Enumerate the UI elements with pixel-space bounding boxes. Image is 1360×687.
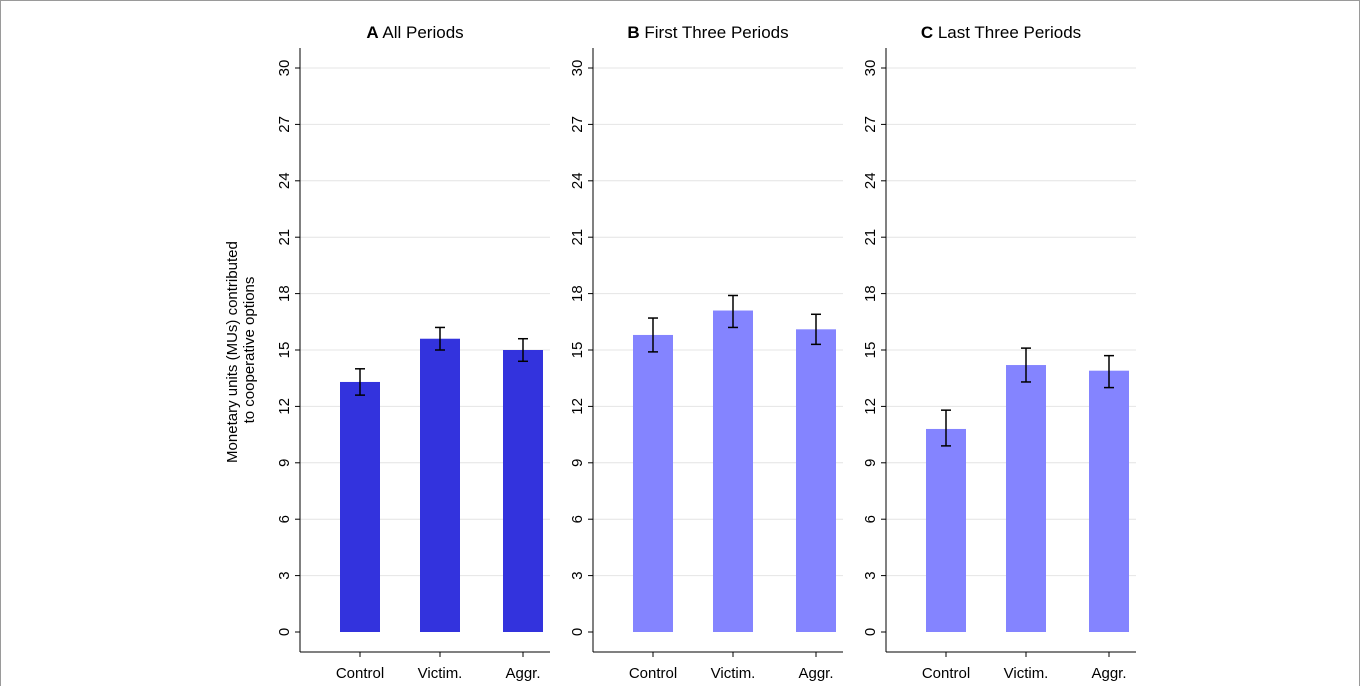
y-tick-label: 3 <box>862 571 879 579</box>
y-tick-label: 18 <box>569 285 586 302</box>
y-tick-label: 21 <box>276 229 293 246</box>
y-tick-label: 9 <box>862 459 879 467</box>
panel-b: 0 3 6 9 12 15 18 21 24 27 30 Control Victim. Aggr. B F… <box>569 23 843 682</box>
panel-title-text: First Three Periods <box>640 23 789 42</box>
y-tick-label: 30 <box>569 60 586 77</box>
y-tick-label: 0 <box>276 628 293 636</box>
y-axis-label-line-1: Monetary units (MUs) contributed <box>224 241 241 463</box>
panel-title: B First Three Periods <box>627 23 788 42</box>
y-tick-label: 15 <box>569 342 586 359</box>
panel-title-text: Last Three Periods <box>933 23 1081 42</box>
y-tick-label: 12 <box>276 398 293 415</box>
panel-title-text: All Periods <box>379 23 464 42</box>
bar-control <box>926 428 966 632</box>
bar-aggr <box>1089 370 1129 632</box>
bar-aggr <box>796 329 836 632</box>
bar-victim <box>420 338 460 632</box>
x-tick-label: Aggr. <box>1091 665 1126 682</box>
panel-letter: C <box>921 23 933 42</box>
y-tick-label: 30 <box>862 60 879 77</box>
y-tick-label: 24 <box>569 172 586 189</box>
y-tick-label: 6 <box>276 515 293 523</box>
bar-aggr <box>503 350 543 632</box>
panel-title: C Last Three Periods <box>921 23 1081 42</box>
bar-control <box>633 334 673 632</box>
y-tick-label: 9 <box>276 459 293 467</box>
y-tick-label: 12 <box>569 398 586 415</box>
y-tick-label: 6 <box>569 515 586 523</box>
y-tick-label: 3 <box>569 571 586 579</box>
y-tick-label: 15 <box>862 342 879 359</box>
y-axis-label: Monetary units (MUs) contributed to coop… <box>224 237 258 463</box>
y-tick-label: 3 <box>276 571 293 579</box>
y-tick-label: 27 <box>862 116 879 133</box>
y-tick-label: 6 <box>862 515 879 523</box>
y-tick-label: 18 <box>276 285 293 302</box>
panel-letter: A <box>366 23 378 42</box>
y-axis-label-line-2: to cooperative options <box>241 277 258 424</box>
panel-c: 0 3 6 9 12 15 18 21 24 27 30 Control Victim. Aggr. C L… <box>862 23 1136 682</box>
y-tick-label: 27 <box>276 116 293 133</box>
y-tick-label: 0 <box>569 628 586 636</box>
y-tick-label: 27 <box>569 116 586 133</box>
y-tick-label: 12 <box>862 398 879 415</box>
y-tick-label: 0 <box>862 628 879 636</box>
y-tick-label: 21 <box>569 229 586 246</box>
y-tick-label: 15 <box>276 342 293 359</box>
x-tick-label: Aggr. <box>505 665 540 682</box>
panel-letter: B <box>627 23 639 42</box>
panel-title: A All Periods <box>366 23 463 42</box>
x-tick-label: Control <box>922 665 970 682</box>
x-tick-label: Victim. <box>711 665 756 682</box>
y-tick-label: 24 <box>862 172 879 189</box>
x-tick-label: Control <box>629 665 677 682</box>
y-tick-label: 9 <box>569 459 586 467</box>
y-tick-label: 21 <box>862 229 879 246</box>
panel-a: 0 3 6 9 12 15 18 21 24 27 30 Control Victim. Aggr. A A… <box>276 23 550 682</box>
y-tick-label: 24 <box>276 172 293 189</box>
x-tick-label: Victim. <box>418 665 463 682</box>
x-tick-label: Aggr. <box>798 665 833 682</box>
bar-victim <box>713 310 753 632</box>
x-tick-label: Control <box>336 665 384 682</box>
bar-victim <box>1006 365 1046 632</box>
y-tick-label: 30 <box>276 60 293 77</box>
x-tick-label: Victim. <box>1004 665 1049 682</box>
bar-control <box>340 381 380 632</box>
y-tick-label: 18 <box>862 285 879 302</box>
